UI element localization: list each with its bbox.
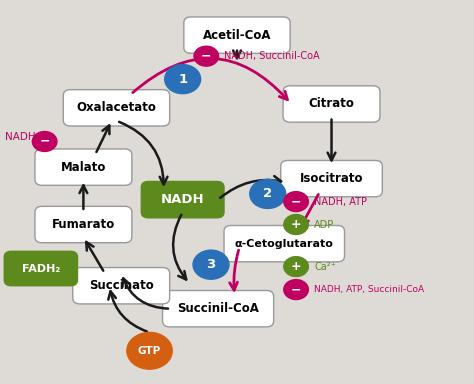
Text: 1: 1 — [178, 73, 187, 86]
Text: −: − — [201, 50, 211, 63]
Text: 2: 2 — [263, 187, 272, 200]
Text: NADH, Succinil-CoA: NADH, Succinil-CoA — [224, 51, 320, 61]
FancyBboxPatch shape — [141, 182, 224, 218]
FancyBboxPatch shape — [4, 251, 77, 286]
Text: Citrato: Citrato — [309, 98, 355, 111]
Text: −: − — [291, 283, 301, 296]
FancyBboxPatch shape — [35, 149, 132, 185]
Circle shape — [250, 179, 286, 209]
Text: Ca²⁺: Ca²⁺ — [314, 262, 336, 271]
Text: GTP: GTP — [138, 346, 161, 356]
Text: Succinil-CoA: Succinil-CoA — [177, 302, 259, 315]
FancyBboxPatch shape — [184, 17, 290, 53]
Text: 3: 3 — [206, 258, 216, 271]
FancyBboxPatch shape — [163, 291, 273, 327]
Circle shape — [32, 132, 57, 151]
FancyBboxPatch shape — [64, 89, 170, 126]
Circle shape — [284, 280, 309, 300]
Text: Isocitrato: Isocitrato — [300, 172, 363, 185]
Text: Succinato: Succinato — [89, 279, 154, 292]
Circle shape — [164, 65, 201, 94]
Text: Malato: Malato — [61, 161, 106, 174]
FancyBboxPatch shape — [283, 86, 380, 122]
Text: α-Cetoglutarato: α-Cetoglutarato — [235, 238, 334, 249]
Text: NADH, ATP, Succinil-CoA: NADH, ATP, Succinil-CoA — [314, 285, 424, 294]
Text: −: − — [291, 195, 301, 208]
FancyBboxPatch shape — [35, 206, 132, 243]
FancyBboxPatch shape — [73, 268, 170, 304]
Circle shape — [284, 257, 309, 276]
Text: −: − — [39, 135, 50, 148]
Text: NADH, ATP: NADH, ATP — [314, 197, 367, 207]
Text: FADH₂: FADH₂ — [22, 263, 60, 273]
Circle shape — [284, 192, 309, 212]
Text: +: + — [291, 218, 301, 231]
Text: Oxalacetato: Oxalacetato — [76, 101, 156, 114]
Text: NADH: NADH — [161, 193, 204, 206]
Circle shape — [194, 46, 219, 66]
FancyBboxPatch shape — [224, 225, 345, 262]
Circle shape — [193, 250, 229, 279]
Text: +: + — [291, 260, 301, 273]
Text: Acetil-CoA: Acetil-CoA — [203, 29, 271, 41]
FancyBboxPatch shape — [281, 161, 383, 197]
Text: NADH: NADH — [5, 132, 36, 142]
Text: ADP: ADP — [314, 220, 334, 230]
Text: Fumarato: Fumarato — [52, 218, 115, 231]
Circle shape — [284, 215, 309, 235]
Circle shape — [127, 333, 172, 369]
